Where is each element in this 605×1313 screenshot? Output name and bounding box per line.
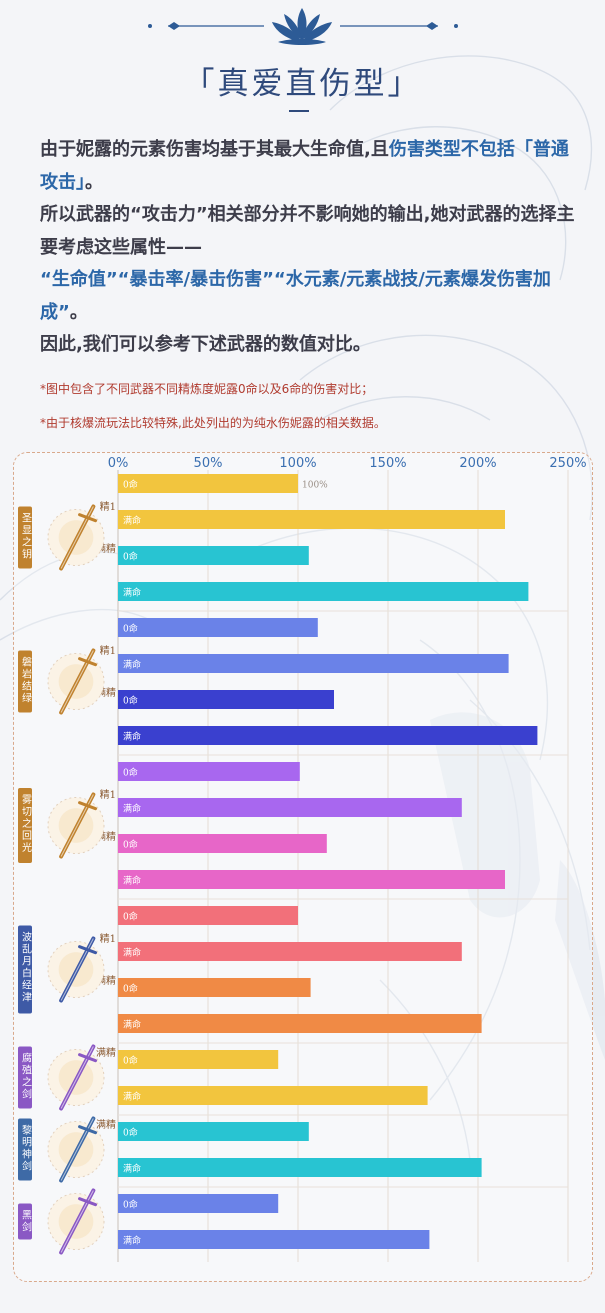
- refinement-label: 满精: [96, 1118, 116, 1131]
- title-underline: [289, 110, 309, 112]
- x-tick-label: 250%: [549, 456, 586, 471]
- bar-label: 0命: [123, 479, 138, 491]
- sword-guard: [78, 801, 98, 811]
- bar-label: 0命: [123, 911, 138, 923]
- sword-guard: [78, 945, 98, 955]
- weapon-name-box: [18, 925, 32, 1014]
- note-pure-hydro: *由于核爆流玩法比较特殊,此处列出的为纯水伤妮露的相关数据。: [40, 416, 386, 430]
- weapon-name: 黑剑: [20, 1209, 32, 1233]
- refinement-label: 精1: [100, 788, 116, 801]
- weapon-name-box: [18, 1203, 32, 1240]
- bar: [118, 834, 327, 853]
- refinement-label: 满精: [96, 1046, 116, 1059]
- bar-label: 0命: [123, 1199, 138, 1211]
- bar-label: 0命: [123, 839, 138, 851]
- weapon-name: 黎明神剑: [20, 1123, 32, 1172]
- bar: [118, 870, 505, 889]
- bar-label: 0命: [123, 695, 138, 707]
- bar: [118, 798, 462, 817]
- bar: [118, 942, 462, 961]
- weapon-name: 圣显之钥: [20, 512, 32, 560]
- refinement-label: 精1: [100, 500, 116, 513]
- page-title: 「真爱直伤型」: [183, 66, 422, 102]
- sword-guard: [78, 657, 98, 667]
- bar-label: 满命: [123, 1091, 141, 1103]
- intro-paragraph-1: 由于妮露的元素伤害均基于其最大生命值,且伤害类型不包括「普通攻击」。: [40, 139, 569, 193]
- bar-label: 满命: [123, 659, 141, 671]
- bar: [118, 978, 311, 997]
- weapon-name: 雾切之回光: [20, 794, 32, 854]
- intro-paragraph-2: 所以武器的“攻击力”相关部分并不影响她的输出,她对武器的选择主要考虑这些属性——: [40, 204, 575, 258]
- bar: [118, 906, 298, 925]
- bar-label: 0命: [123, 551, 138, 563]
- weapon-name: 腐殖之剑: [20, 1051, 32, 1100]
- bar-label: 0命: [123, 623, 138, 635]
- data-label: 100%: [302, 481, 328, 491]
- sword-guard: [78, 513, 98, 523]
- weapon-name-box: [18, 1046, 32, 1109]
- bar: [118, 1050, 279, 1069]
- bar-label: 满命: [123, 1019, 141, 1031]
- bar: [118, 1086, 428, 1105]
- bar-label: 满命: [123, 731, 141, 743]
- bar-label: 0命: [123, 1127, 138, 1139]
- bar: [118, 1194, 279, 1213]
- weapon-name-box: [18, 788, 32, 863]
- bar: [118, 618, 318, 637]
- x-tick-label: 50%: [194, 456, 223, 471]
- bar-label: 满命: [123, 1163, 141, 1175]
- sword-guard: [78, 1125, 98, 1135]
- bar-label: 满命: [123, 1235, 141, 1247]
- x-tick-label: 200%: [459, 456, 496, 471]
- refinement-label: 精1: [100, 644, 116, 657]
- sword-guard: [78, 1053, 98, 1063]
- bar-label: 满命: [123, 947, 141, 959]
- bar: [118, 546, 309, 565]
- weapon-name-box: [18, 506, 32, 569]
- bar: [118, 582, 529, 601]
- bar-label: 0命: [123, 767, 138, 779]
- bar-label: 0命: [123, 1055, 138, 1067]
- bar: [118, 762, 300, 781]
- weapon-name-box: [18, 650, 32, 713]
- weapon-name: 磐岩结绿: [20, 655, 32, 704]
- sword-guard: [78, 1197, 98, 1207]
- bar-label: 满命: [123, 587, 141, 599]
- bar-label: 满命: [123, 803, 141, 815]
- bar: [118, 726, 538, 745]
- bar: [118, 654, 509, 673]
- x-tick-label: 150%: [369, 456, 406, 471]
- bar-label: 满命: [123, 875, 141, 887]
- bar: [118, 1122, 309, 1141]
- bar: [118, 1230, 430, 1249]
- bar: [118, 510, 505, 529]
- note-constellation: *图中包含了不同武器不同精炼度妮露0命以及6命的伤害对比；: [40, 382, 374, 396]
- top-ornament: [148, 8, 458, 45]
- refinement-label: 精1: [100, 932, 116, 945]
- lotus-icon: [272, 8, 332, 45]
- weapon-name-box: [18, 1118, 32, 1181]
- intro-paragraph-3: “生命值”“暴击率/暴击伤害”“水元素/元素战技/元素爆发伤害加成”。: [40, 269, 551, 323]
- x-tick-label: 100%: [279, 456, 316, 471]
- bar: [118, 1014, 482, 1033]
- bar: [118, 474, 298, 493]
- bar: [118, 690, 334, 709]
- bar-label: 0命: [123, 983, 138, 995]
- bar: [118, 1158, 482, 1177]
- x-tick-label: 0%: [108, 456, 129, 471]
- bar-label: 满命: [123, 515, 141, 527]
- intro-paragraph-4: 因此,我们可以参考下述武器的数值对比。: [40, 334, 371, 355]
- intro-text: 由于妮露的元素伤害均基于其最大生命值,且伤害类型不包括「普通攻击」。 所以武器的…: [40, 134, 580, 362]
- weapon-name: 波乱月白经津: [20, 930, 32, 1003]
